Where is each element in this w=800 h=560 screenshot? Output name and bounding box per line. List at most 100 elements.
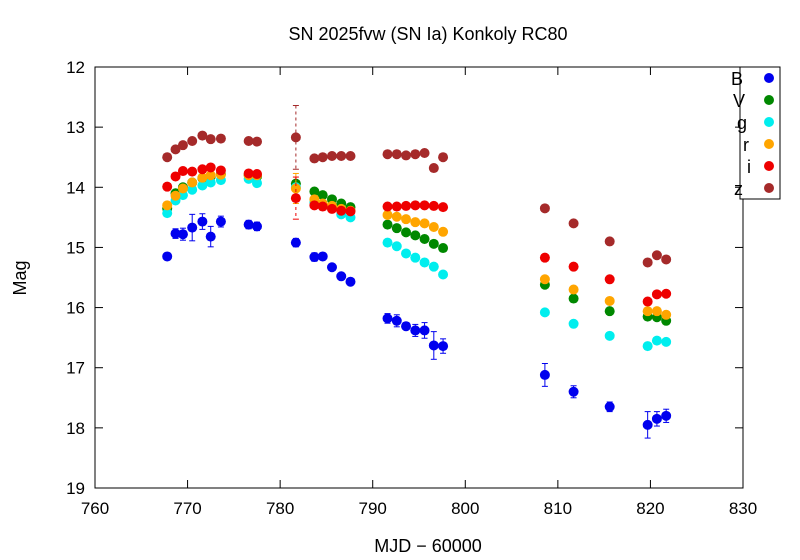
data-point-z — [336, 151, 347, 162]
data-point-r — [162, 200, 173, 211]
data-point-z — [177, 140, 188, 151]
y-tick-label: 18 — [66, 419, 85, 438]
data-point-V — [410, 230, 421, 241]
x-tick-label: 760 — [81, 499, 109, 518]
data-point-i — [428, 200, 439, 211]
y-tick-label: 14 — [66, 178, 85, 197]
data-point-r — [539, 274, 550, 285]
data-point-i — [604, 274, 615, 285]
data-point-z — [243, 135, 254, 146]
data-point-r — [410, 217, 421, 228]
legend-marker-r — [764, 139, 774, 149]
data-point-i — [252, 169, 262, 180]
data-point-V — [391, 223, 402, 234]
data-point-g — [382, 237, 393, 248]
data-point-i — [401, 200, 412, 211]
data-point-B — [336, 271, 347, 282]
data-point-z — [391, 149, 402, 160]
data-point-g — [252, 178, 262, 189]
data-point-z — [410, 149, 421, 160]
data-point-i — [187, 166, 198, 177]
data-point-r — [197, 172, 208, 183]
y-tick-label: 19 — [66, 479, 85, 498]
data-point-g — [568, 318, 579, 329]
data-point-g — [642, 341, 653, 352]
data-point-r — [651, 306, 662, 317]
data-point-z — [290, 132, 301, 143]
data-point-B — [642, 419, 653, 430]
data-point-B — [309, 252, 320, 263]
axis-ticks: 760 770 780 790 800 810 820 830 12 13 14 15 16 17 18 19 — [66, 58, 757, 518]
chart-title: SN 2025fvw (SN Ia) Konkoly RC80 — [288, 24, 567, 44]
data-point-B — [205, 231, 216, 242]
data-point-r — [382, 209, 393, 220]
data-point-i — [382, 201, 393, 212]
data-point-g — [604, 330, 615, 341]
data-point-i — [197, 164, 208, 175]
data-point-i — [215, 165, 226, 176]
legend-label-g: g — [737, 113, 747, 133]
legend-label-r: r — [743, 135, 749, 155]
data-point-z — [345, 151, 356, 162]
data-point-B — [661, 410, 672, 421]
data-point-r — [170, 190, 181, 201]
data-point-g — [162, 208, 173, 219]
series-V — [162, 169, 672, 326]
data-point-i — [243, 168, 254, 179]
data-point-z — [187, 135, 198, 146]
data-point-B — [187, 222, 198, 233]
data-point-V — [401, 227, 412, 238]
legend-box — [739, 66, 781, 200]
data-point-i — [410, 200, 421, 211]
legend-marker-V — [764, 95, 774, 105]
y-tick-label: 16 — [66, 299, 85, 318]
data-point-i — [568, 261, 579, 272]
data-point-z — [401, 150, 412, 161]
data-point-V — [382, 219, 393, 230]
data-point-i — [642, 296, 653, 307]
data-point-i — [205, 162, 216, 173]
data-point-i — [290, 193, 301, 204]
data-point-V — [317, 190, 328, 201]
data-point-g — [187, 184, 198, 195]
data-point-i — [317, 201, 328, 212]
data-point-B — [345, 276, 356, 287]
data-point-V — [428, 238, 439, 249]
data-point-r — [642, 306, 653, 317]
data-point-V — [438, 243, 449, 254]
series-B — [162, 213, 672, 439]
data-point-z — [317, 152, 328, 163]
series-z — [162, 104, 672, 268]
y-tick-label: 17 — [66, 359, 85, 378]
legend-marker-g — [764, 117, 774, 127]
data-point-i — [661, 288, 672, 299]
data-point-z — [651, 250, 662, 261]
data-point-g — [651, 335, 662, 346]
y-axis-label: Mag — [10, 260, 30, 295]
data-point-V — [309, 186, 320, 197]
data-point-B — [568, 386, 579, 397]
data-point-z — [252, 136, 262, 147]
data-point-z — [568, 218, 579, 229]
data-point-i — [170, 171, 181, 182]
data-point-i — [419, 200, 430, 211]
plot-frame — [94, 66, 744, 489]
data-point-B — [170, 228, 181, 239]
data-point-i — [391, 201, 402, 212]
data-point-z — [326, 151, 337, 162]
data-point-B — [290, 237, 301, 248]
data-point-B — [317, 251, 328, 262]
x-tick-label: 800 — [451, 499, 479, 518]
x-tick-label: 810 — [544, 499, 572, 518]
data-point-r — [177, 183, 188, 194]
data-point-r — [419, 218, 430, 229]
data-point-z — [428, 163, 439, 174]
x-tick-label: 770 — [173, 499, 201, 518]
data-point-B — [401, 321, 412, 332]
data-point-B — [252, 221, 262, 232]
data-point-B — [197, 216, 208, 227]
data-point-r — [604, 295, 615, 306]
data-point-i — [345, 206, 356, 217]
data-point-B — [326, 262, 337, 273]
